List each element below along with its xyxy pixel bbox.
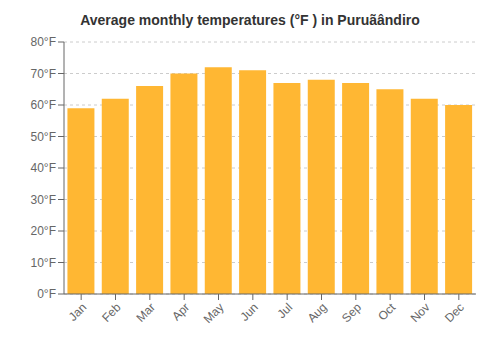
svg-text:50°F: 50°F bbox=[31, 130, 56, 144]
svg-text:Aug: Aug bbox=[305, 300, 330, 325]
svg-text:0°F: 0°F bbox=[37, 287, 56, 301]
svg-text:20°F: 20°F bbox=[31, 224, 56, 238]
svg-text:Nov: Nov bbox=[408, 300, 433, 325]
svg-text:Sep: Sep bbox=[339, 300, 364, 325]
svg-text:Jun: Jun bbox=[237, 300, 261, 324]
svg-text:Apr: Apr bbox=[169, 300, 192, 323]
svg-text:Jul: Jul bbox=[275, 300, 296, 321]
svg-text:Mar: Mar bbox=[133, 300, 158, 325]
svg-text:Oct: Oct bbox=[375, 300, 399, 324]
html-text:Average monthly temperatures (: Average monthly temperatures (°F ) in Pu… bbox=[80, 12, 420, 28]
svg-text:70°F: 70°F bbox=[31, 67, 56, 81]
svg-text:80°F: 80°F bbox=[31, 35, 56, 49]
svg-text:30°F: 30°F bbox=[31, 193, 56, 207]
svg-text:Dec: Dec bbox=[442, 300, 467, 325]
svg-text:60°F: 60°F bbox=[31, 98, 56, 112]
svg-text:Jan: Jan bbox=[66, 300, 90, 324]
svg-text:Feb: Feb bbox=[99, 300, 124, 325]
svg-text:40°F: 40°F bbox=[31, 161, 56, 175]
svg-text:10°F: 10°F bbox=[31, 256, 56, 270]
svg-text:May: May bbox=[201, 300, 227, 326]
